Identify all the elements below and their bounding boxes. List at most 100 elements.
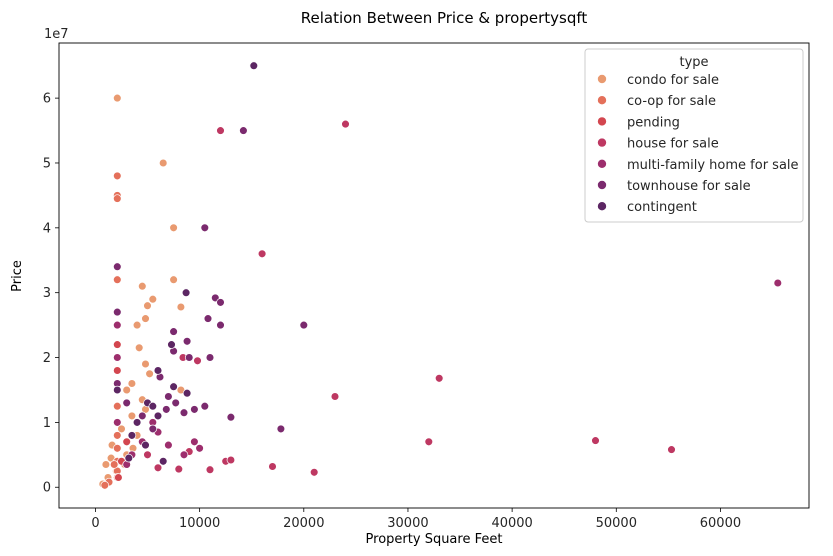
legend-box (584, 48, 804, 223)
legend-label: contingent (627, 200, 697, 215)
data-point (113, 418, 122, 427)
data-point (122, 437, 131, 447)
y-tick-label: 4 (43, 221, 51, 236)
data-point (190, 405, 199, 414)
legend-label: co-op for sale (627, 94, 716, 109)
data-point (205, 353, 215, 362)
data-point (195, 444, 204, 453)
plot-frame (58, 42, 810, 509)
x-tick-label: 60000 (700, 516, 741, 531)
data-point (132, 320, 142, 330)
legend-marker (597, 180, 607, 190)
legend-entries: condo for sale co-op for sale pending house… (597, 73, 799, 215)
data-point (169, 327, 178, 336)
legend-label: townhouse for sale (627, 179, 751, 194)
data-point (200, 401, 210, 411)
legend: type condo for sale co-op for sale pending… (584, 48, 804, 223)
data-point (424, 437, 434, 447)
data-point (113, 194, 122, 203)
data-point (226, 412, 236, 422)
x-tick-label: 0 (91, 516, 99, 531)
legend-label: pending (627, 115, 680, 130)
data-point (239, 126, 248, 135)
data-point (113, 320, 122, 330)
series-3 (143, 119, 676, 477)
data-point (138, 281, 147, 291)
data-point (184, 353, 194, 362)
y-axis: 0 1 2 3 4 5 6 (43, 92, 59, 496)
series-6 (113, 61, 259, 466)
data-point (148, 401, 158, 411)
data-point (226, 455, 236, 465)
data-point (113, 444, 122, 453)
data-point (114, 473, 123, 482)
y-offset-label: 1e7 (44, 27, 69, 42)
data-point (257, 249, 267, 259)
y-tick-label: 0 (43, 481, 51, 496)
data-point (341, 119, 350, 129)
x-tick-label: 20000 (283, 516, 324, 531)
legend-marker (597, 201, 607, 211)
data-point (203, 314, 213, 323)
data-point (113, 340, 122, 349)
data-point (153, 366, 163, 375)
series-5 (113, 126, 309, 434)
data-point (171, 398, 180, 408)
data-point (182, 388, 192, 398)
data-point (158, 457, 168, 466)
data-point (158, 158, 168, 168)
data-point (113, 431, 122, 440)
data-point (100, 481, 110, 490)
data-point (122, 385, 131, 395)
data-point (127, 379, 137, 388)
data-point (299, 320, 309, 330)
data-point (434, 374, 444, 383)
x-axis-title: Property Square Feet (366, 532, 503, 547)
legend-title: type (679, 55, 708, 70)
data-point (268, 462, 277, 471)
data-point (113, 93, 122, 103)
data-point (101, 460, 111, 469)
data-point (141, 359, 150, 369)
data-point (179, 450, 189, 460)
legend-label: condo for sale (627, 73, 719, 88)
data-point (113, 262, 122, 271)
data-point (162, 405, 171, 414)
data-point (132, 418, 142, 427)
series-4 (113, 278, 783, 469)
y-tick-label: 3 (43, 286, 51, 301)
chart-title: Relation Between Price & propertysqft (301, 9, 588, 27)
data-point (216, 126, 225, 135)
data-point (181, 288, 191, 297)
data-point (113, 401, 122, 411)
y-tick-label: 6 (43, 92, 51, 107)
legend-label: multi-family home for sale (627, 158, 799, 173)
data-point (167, 340, 176, 349)
data-point (216, 298, 225, 307)
data-point (117, 424, 126, 434)
y-tick-label: 1 (43, 416, 51, 431)
data-point (143, 301, 152, 310)
data-point (138, 411, 147, 421)
data-point (193, 356, 202, 366)
x-axis: 0 10000 20000 30000 40000 50000 60000 (91, 508, 741, 531)
x-tick-label: 10000 (179, 516, 220, 531)
data-point (148, 424, 158, 434)
data-point (153, 463, 163, 473)
legend-label: house for sale (627, 137, 719, 152)
data-point (113, 171, 122, 181)
series-0 (98, 93, 186, 489)
data-point (127, 411, 137, 421)
data-point (309, 468, 319, 477)
data-point (153, 411, 163, 421)
data-point (205, 465, 215, 474)
data-point (113, 275, 122, 284)
legend-marker (597, 137, 607, 148)
data-point (127, 431, 137, 440)
legend-marker (597, 74, 607, 84)
data-point (773, 278, 783, 288)
data-point (169, 223, 178, 233)
data-point (109, 460, 119, 469)
data-point (113, 353, 122, 362)
